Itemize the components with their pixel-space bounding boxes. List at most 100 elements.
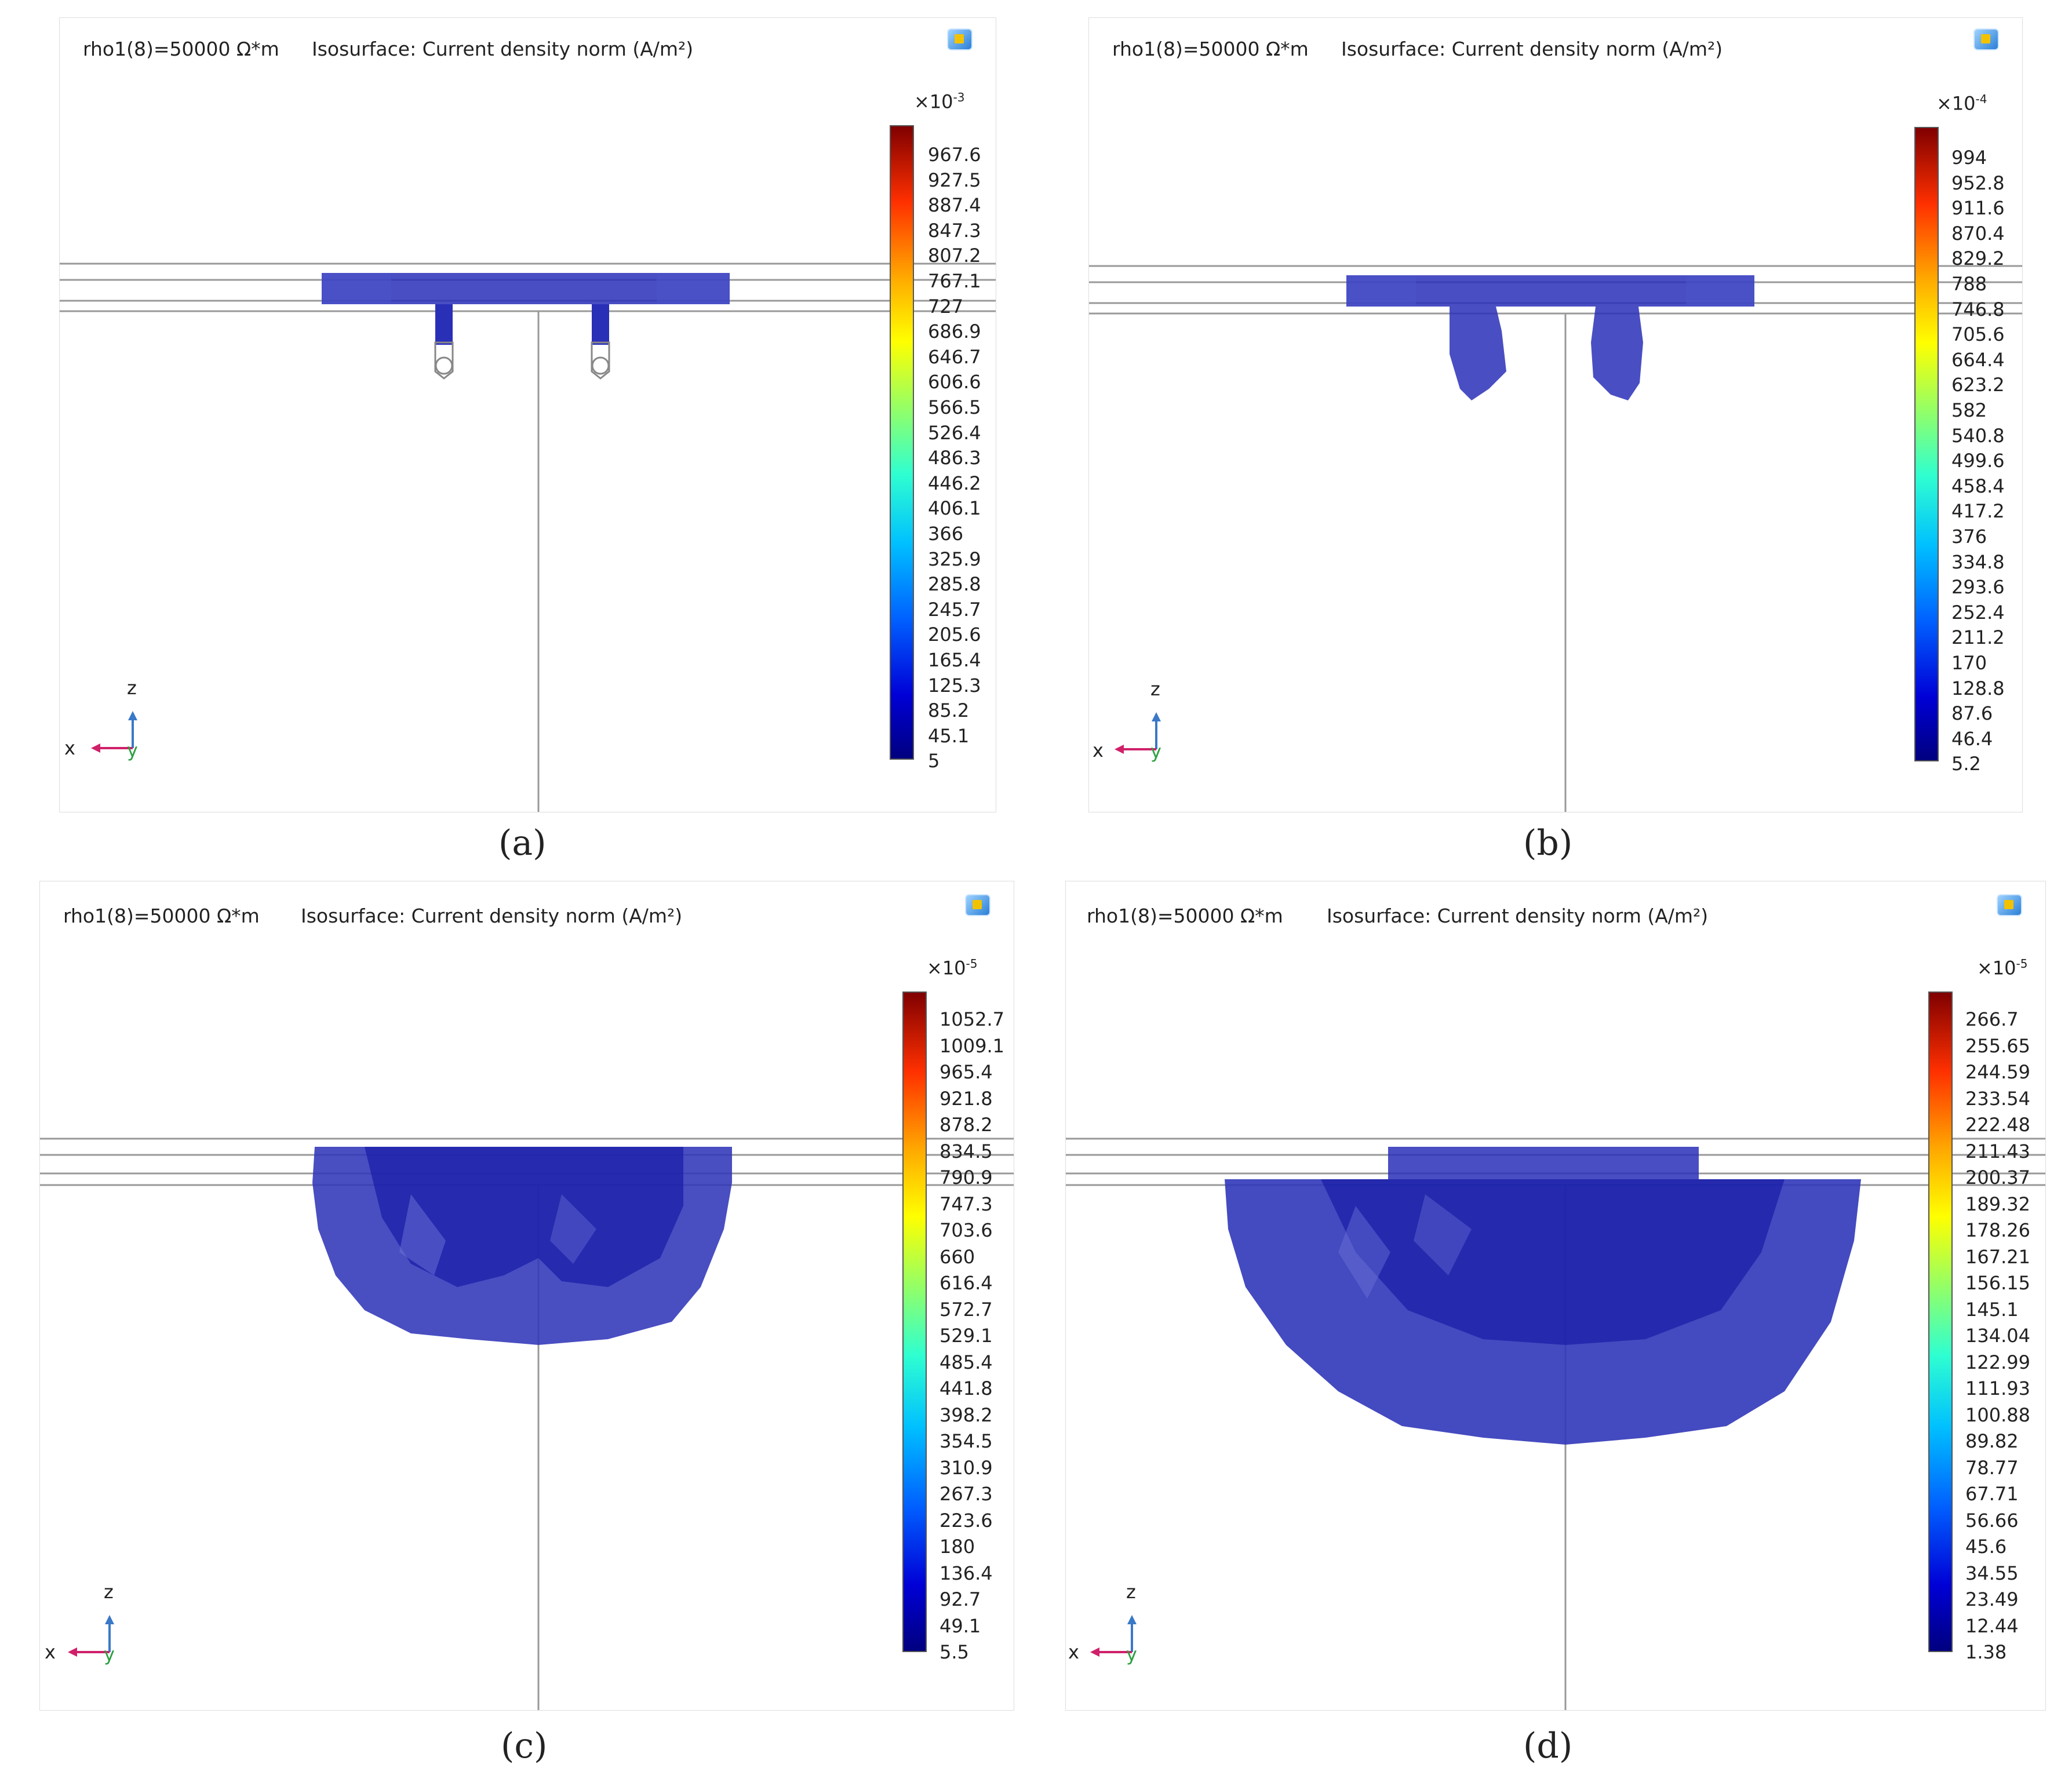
colorbar-tick-label: 829.2 bbox=[1951, 247, 2005, 270]
colorbar-tick-label: 499.6 bbox=[1951, 450, 2005, 472]
colorbar-tick-label: 205.6 bbox=[928, 624, 981, 646]
electrode-right bbox=[592, 304, 609, 345]
caption-c: (c) bbox=[501, 1726, 548, 1766]
colorbar-tick-label: 45.6 bbox=[1965, 1536, 2007, 1558]
plot-title: Isosurface: Current density norm (A/m²) bbox=[1341, 38, 1723, 60]
model-view-b bbox=[1089, 265, 2022, 812]
colorbar-tick-label: 582 bbox=[1951, 399, 1987, 421]
colorbar-tick-label: 167.21 bbox=[1965, 1245, 2030, 1268]
colorbar-tick-label: 1.38 bbox=[1965, 1641, 2007, 1663]
colorbar-tick-label: 266.7 bbox=[1965, 1008, 2019, 1030]
colorbar-tick-label: 100.88 bbox=[1965, 1403, 2030, 1426]
axis-y-label: y bbox=[127, 739, 138, 761]
colorbar-tick-label: 12.44 bbox=[1965, 1614, 2019, 1637]
colorbar-tick-label: 334.8 bbox=[1951, 551, 2005, 573]
colorbar-tick-label: 847.3 bbox=[928, 219, 981, 242]
axis-z-label: z bbox=[104, 1581, 114, 1603]
colorbar-multiplier: ×10-3 bbox=[914, 90, 965, 113]
colorbar-tick-label: 128.8 bbox=[1951, 677, 2005, 699]
colorbar-tick-label: 354.5 bbox=[939, 1430, 993, 1452]
axes-indicator bbox=[91, 711, 137, 753]
colorbar-tick-label: 994 bbox=[1951, 147, 1987, 169]
axis-z-label: z bbox=[127, 677, 137, 699]
colorbar-tick-label: 705.6 bbox=[1951, 323, 2005, 346]
colorbar-tick-label: 967.6 bbox=[928, 144, 981, 166]
colorbar-tick-label: 417.2 bbox=[1951, 500, 2005, 523]
colorbar-tick-label: 398.2 bbox=[939, 1403, 993, 1426]
colorbar-tick-label: 89.82 bbox=[1965, 1430, 2019, 1452]
axes-indicator bbox=[1090, 1615, 1137, 1657]
electrode-left bbox=[435, 304, 453, 345]
colorbar-tick-label: 540.8 bbox=[1951, 424, 2005, 447]
parameter-label: rho1(8)=50000 Ω*m bbox=[83, 38, 279, 60]
colorbar-tick-label: 111.93 bbox=[1965, 1377, 2030, 1399]
colorbar-tick-label: 1052.7 bbox=[939, 1008, 1004, 1030]
comsol-logo-icon bbox=[947, 28, 973, 50]
colorbar-multiplier: ×10-5 bbox=[927, 957, 978, 979]
colorbar-tick-label: 887.4 bbox=[928, 194, 981, 217]
colorbar-tick-label: 616.4 bbox=[939, 1272, 993, 1294]
colorbar-tick-label: 244.59 bbox=[1965, 1061, 2030, 1083]
isosurface-left bbox=[1450, 307, 1506, 400]
colorbar-tick-label: 747.3 bbox=[939, 1193, 993, 1215]
colorbar-tick-label: 703.6 bbox=[939, 1219, 993, 1241]
colorbar-tick-label: 125.3 bbox=[928, 674, 981, 697]
colorbar bbox=[1914, 127, 1939, 761]
colorbar-tick-label: 87.6 bbox=[1951, 702, 1993, 725]
colorbar-tick-label: 366 bbox=[928, 523, 964, 545]
colorbar-tick-label: 134.04 bbox=[1965, 1325, 2030, 1347]
colorbar-tick-label: 485.4 bbox=[939, 1351, 993, 1373]
colorbar-tick-label: 223.6 bbox=[939, 1509, 993, 1532]
colorbar-tick-label: 767.1 bbox=[928, 270, 981, 292]
colorbar-tick-label: 878.2 bbox=[939, 1114, 993, 1136]
colorbar-tick-label: 921.8 bbox=[939, 1087, 993, 1110]
panel-d: rho1(8)=50000 Ω*m Isosurface: Current de… bbox=[1065, 881, 2046, 1711]
colorbar-tick-label: 200.37 bbox=[1965, 1166, 2030, 1189]
colorbar-tick-label: 606.6 bbox=[928, 371, 981, 393]
grounding-strip bbox=[1388, 1147, 1699, 1179]
colorbar-tick-label: 85.2 bbox=[928, 699, 970, 722]
colorbar-tick-label: 870.4 bbox=[1951, 222, 2005, 245]
colorbar-tick-label: 646.7 bbox=[928, 345, 981, 368]
colorbar-tick-label: 67.71 bbox=[1965, 1483, 2019, 1505]
axis-y-label: y bbox=[1150, 741, 1161, 763]
comsol-logo-icon bbox=[965, 894, 991, 916]
colorbar-tick-label: 222.48 bbox=[1965, 1114, 2030, 1136]
colorbar-tick-label: 293.6 bbox=[1951, 576, 2005, 599]
colorbar-tick-label: 310.9 bbox=[939, 1456, 993, 1479]
parameter-label: rho1(8)=50000 Ω*m bbox=[63, 905, 260, 927]
colorbar-tick-label: 727 bbox=[928, 295, 964, 318]
colorbar-tick-label: 952.8 bbox=[1951, 172, 2005, 194]
comsol-logo-icon bbox=[1973, 28, 1999, 50]
colorbar-tick-label: 45.1 bbox=[928, 724, 970, 747]
colorbar-tick-label: 178.26 bbox=[1965, 1219, 2030, 1241]
panel-a: rho1(8)=50000 Ω*m Isosurface: Current de… bbox=[59, 17, 996, 812]
colorbar-tick-label: 686.9 bbox=[928, 320, 981, 343]
model-view-c bbox=[40, 1138, 1014, 1710]
colorbar-tick-label: 267.3 bbox=[939, 1483, 993, 1505]
colorbar-tick-label: 376 bbox=[1951, 526, 1987, 548]
colorbar bbox=[902, 991, 927, 1652]
colorbar-tick-label: 170 bbox=[1951, 652, 1987, 674]
axis-y-label: y bbox=[1126, 1643, 1137, 1665]
colorbar-tick-label: 34.55 bbox=[1965, 1562, 2019, 1584]
colorbar-tick-label: 788 bbox=[1951, 273, 1987, 295]
caption-b: (b) bbox=[1523, 823, 1573, 863]
colorbar-tick-label: 92.7 bbox=[939, 1588, 981, 1610]
colorbar-tick-label: 211.43 bbox=[1965, 1140, 2030, 1162]
axes-indicator bbox=[68, 1615, 114, 1657]
colorbar-tick-label: 911.6 bbox=[1951, 197, 2005, 220]
colorbar-tick-label: 664.4 bbox=[1951, 348, 2005, 371]
parameter-label: rho1(8)=50000 Ω*m bbox=[1112, 38, 1309, 60]
colorbar-tick-label: 566.5 bbox=[928, 396, 981, 418]
colorbar-tick-label: 5.2 bbox=[1951, 753, 1981, 775]
axes-indicator bbox=[1115, 712, 1161, 754]
plot-title: Isosurface: Current density norm (A/m²) bbox=[301, 905, 683, 927]
colorbar-tick-label: 746.8 bbox=[1951, 298, 2005, 320]
colorbar-tick-label: 834.5 bbox=[939, 1140, 993, 1162]
colorbar-tick-label: 790.9 bbox=[939, 1166, 993, 1189]
colorbar-tick-label: 5 bbox=[928, 750, 940, 772]
colorbar-tick-label: 807.2 bbox=[928, 245, 981, 267]
colorbar-multiplier: ×10-4 bbox=[1936, 92, 1987, 115]
comsol-logo-icon bbox=[1997, 894, 2022, 916]
